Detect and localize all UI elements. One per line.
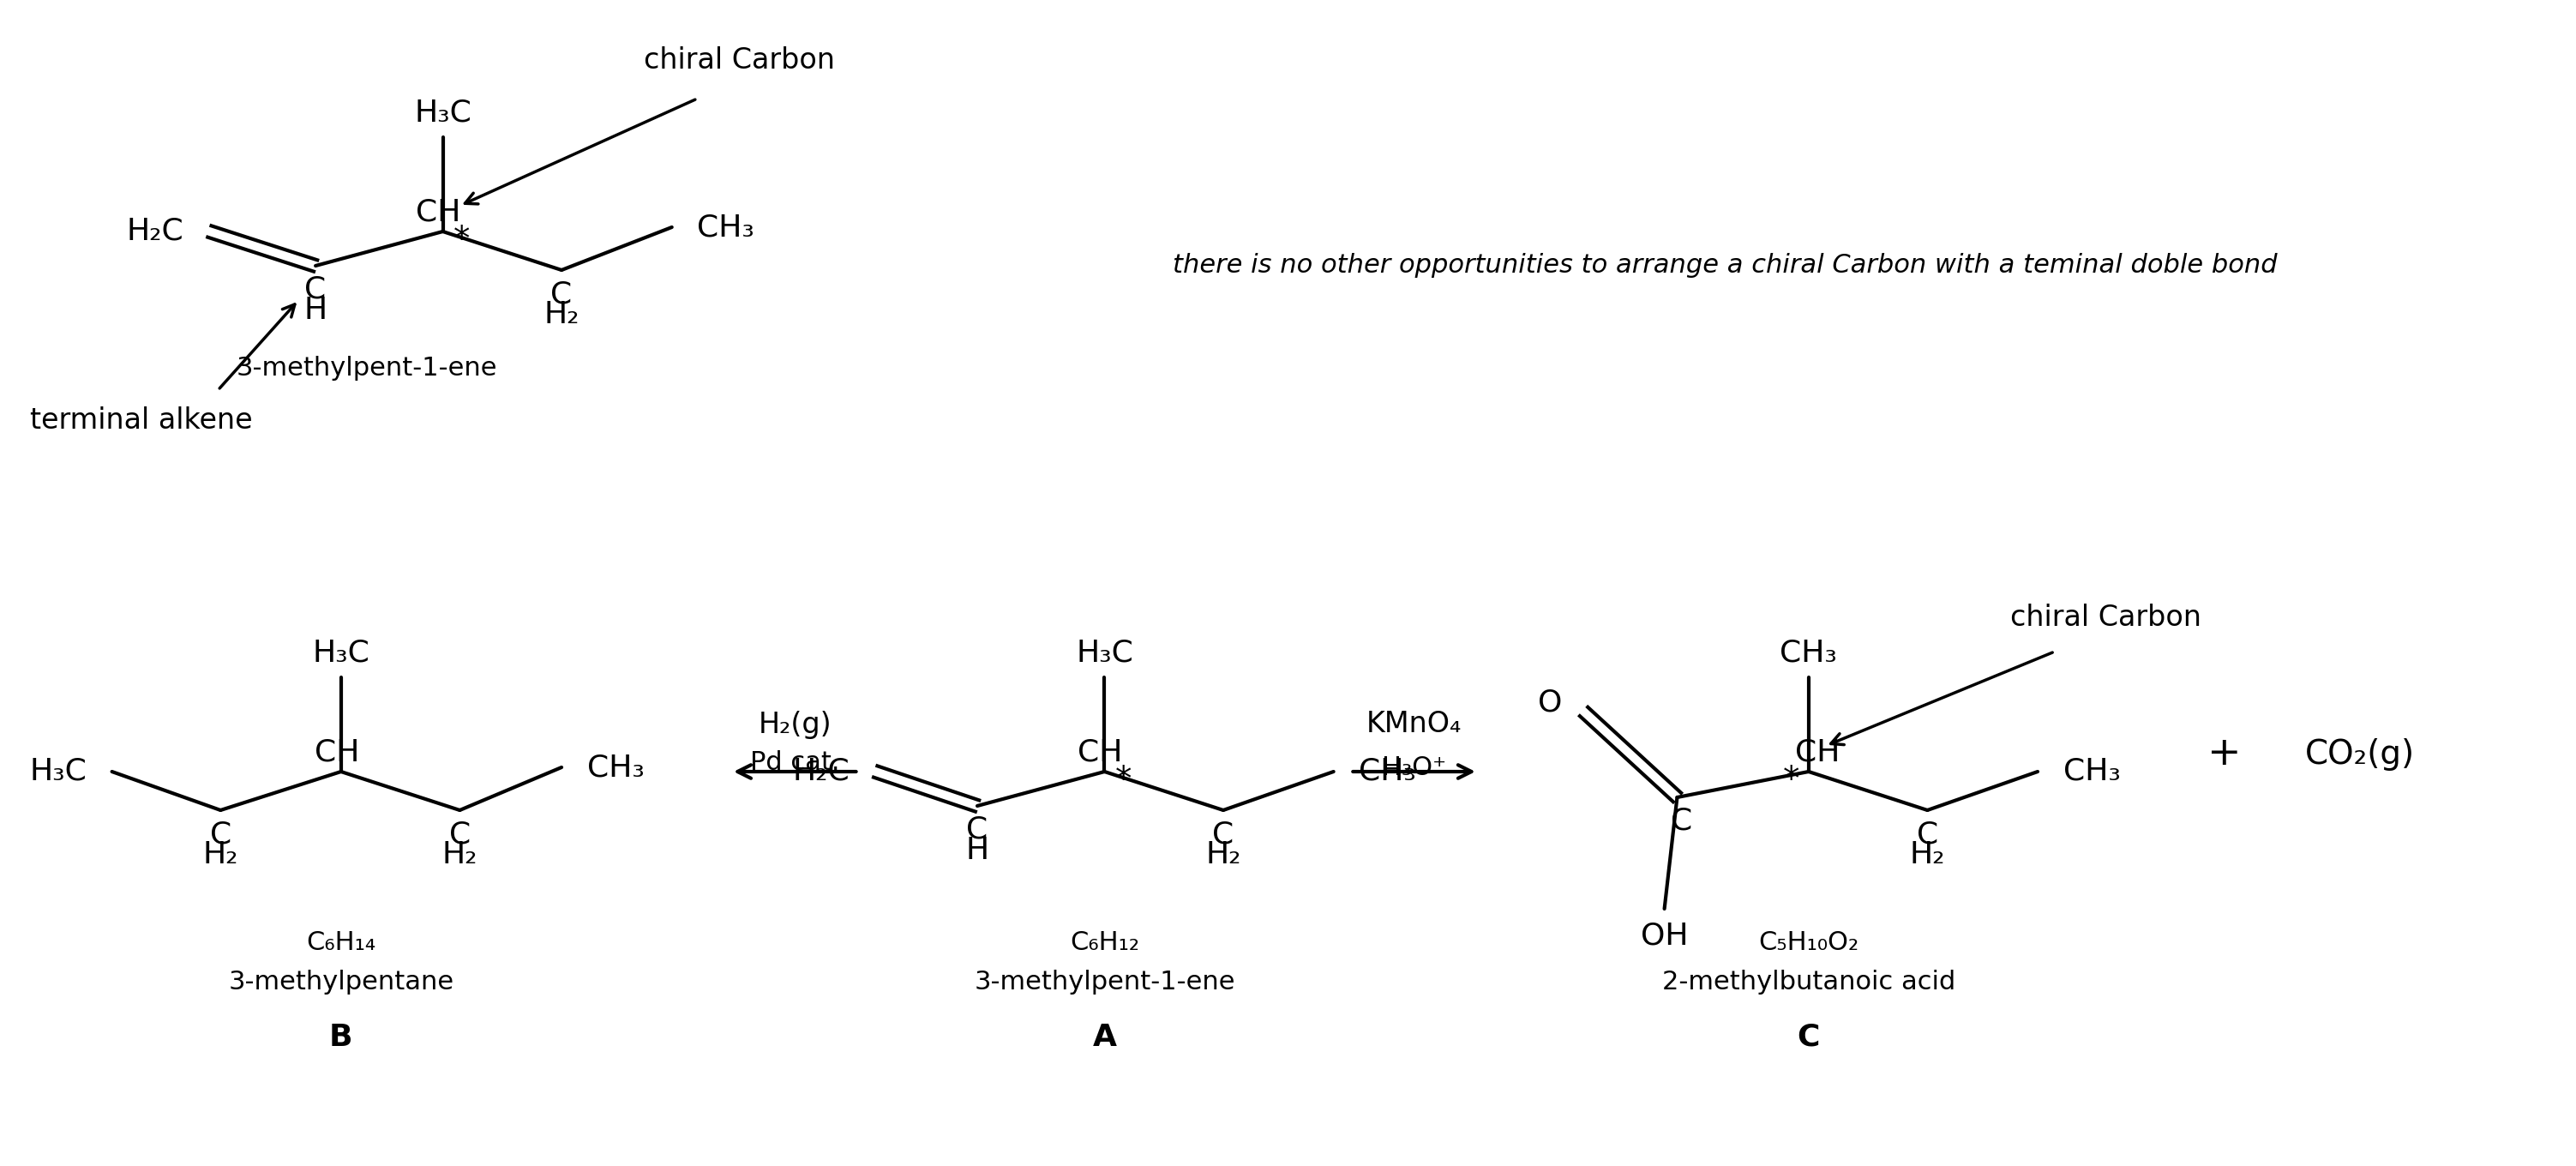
Text: CH₃: CH₃: [1780, 639, 1837, 668]
Text: CH₃: CH₃: [698, 212, 755, 241]
Text: H₃C: H₃C: [312, 639, 371, 668]
Text: CO₂(g): CO₂(g): [2306, 738, 2414, 771]
Text: C: C: [448, 820, 471, 849]
Text: C₆H₁₂: C₆H₁₂: [1069, 930, 1139, 955]
Text: H₂: H₂: [1206, 841, 1242, 870]
Text: *: *: [453, 224, 469, 257]
Text: 2-methylbutanoic acid: 2-methylbutanoic acid: [1662, 969, 1955, 995]
Text: C: C: [1213, 820, 1234, 849]
Text: OH: OH: [1641, 921, 1687, 950]
Text: CH₃: CH₃: [1360, 757, 1417, 786]
Text: C: C: [209, 820, 232, 849]
Text: C: C: [551, 280, 572, 309]
Text: CH: CH: [1077, 738, 1123, 767]
Text: H₃C: H₃C: [1077, 639, 1133, 668]
Text: H₂C: H₂C: [793, 757, 850, 786]
Text: C: C: [304, 275, 327, 304]
Text: terminal alkene: terminal alkene: [31, 406, 252, 434]
Text: *: *: [1115, 764, 1131, 796]
Text: C₆H₁₄: C₆H₁₄: [307, 930, 376, 955]
Text: H₂C: H₂C: [126, 217, 183, 246]
Text: chiral Carbon: chiral Carbon: [2009, 603, 2200, 632]
Text: H₂: H₂: [443, 841, 477, 870]
Text: CH: CH: [417, 198, 461, 227]
Text: C: C: [1672, 807, 1692, 836]
Text: A: A: [1092, 1023, 1115, 1052]
Text: C: C: [1917, 820, 1937, 849]
Text: +: +: [2208, 736, 2241, 774]
Text: there is no other opportunities to arrange a chiral Carbon with a teminal doble : there is no other opportunities to arran…: [1172, 253, 2277, 279]
Text: H₃C: H₃C: [415, 99, 471, 128]
Text: H: H: [304, 296, 327, 325]
Text: CH: CH: [314, 738, 358, 767]
Text: KMnO₄: KMnO₄: [1365, 710, 1463, 738]
Text: O: O: [1538, 688, 1564, 717]
Text: CH₃: CH₃: [587, 753, 644, 782]
Text: H₃C: H₃C: [28, 757, 88, 786]
Text: H₂: H₂: [1909, 841, 1945, 870]
Text: 3-methylpentane: 3-methylpentane: [229, 969, 453, 995]
Text: C₅H₁₀O₂: C₅H₁₀O₂: [1759, 930, 1860, 955]
Text: H₂: H₂: [204, 841, 240, 870]
Text: *: *: [1783, 764, 1801, 796]
Text: chiral Carbon: chiral Carbon: [644, 45, 835, 75]
Text: C: C: [966, 815, 989, 844]
Text: H₃O⁺: H₃O⁺: [1381, 754, 1445, 780]
Text: CH: CH: [1795, 738, 1839, 767]
Text: H₂(g): H₂(g): [757, 710, 832, 738]
Text: H₂: H₂: [544, 300, 580, 329]
Text: 3-methylpent-1-ene: 3-methylpent-1-ene: [237, 357, 497, 381]
Text: B: B: [330, 1023, 353, 1052]
Text: H: H: [966, 836, 989, 865]
Text: CH₃: CH₃: [2063, 757, 2120, 786]
Text: 3-methylpent-1-ene: 3-methylpent-1-ene: [974, 969, 1234, 995]
Text: C: C: [1798, 1023, 1819, 1052]
Text: Pd cat.: Pd cat.: [750, 751, 840, 775]
